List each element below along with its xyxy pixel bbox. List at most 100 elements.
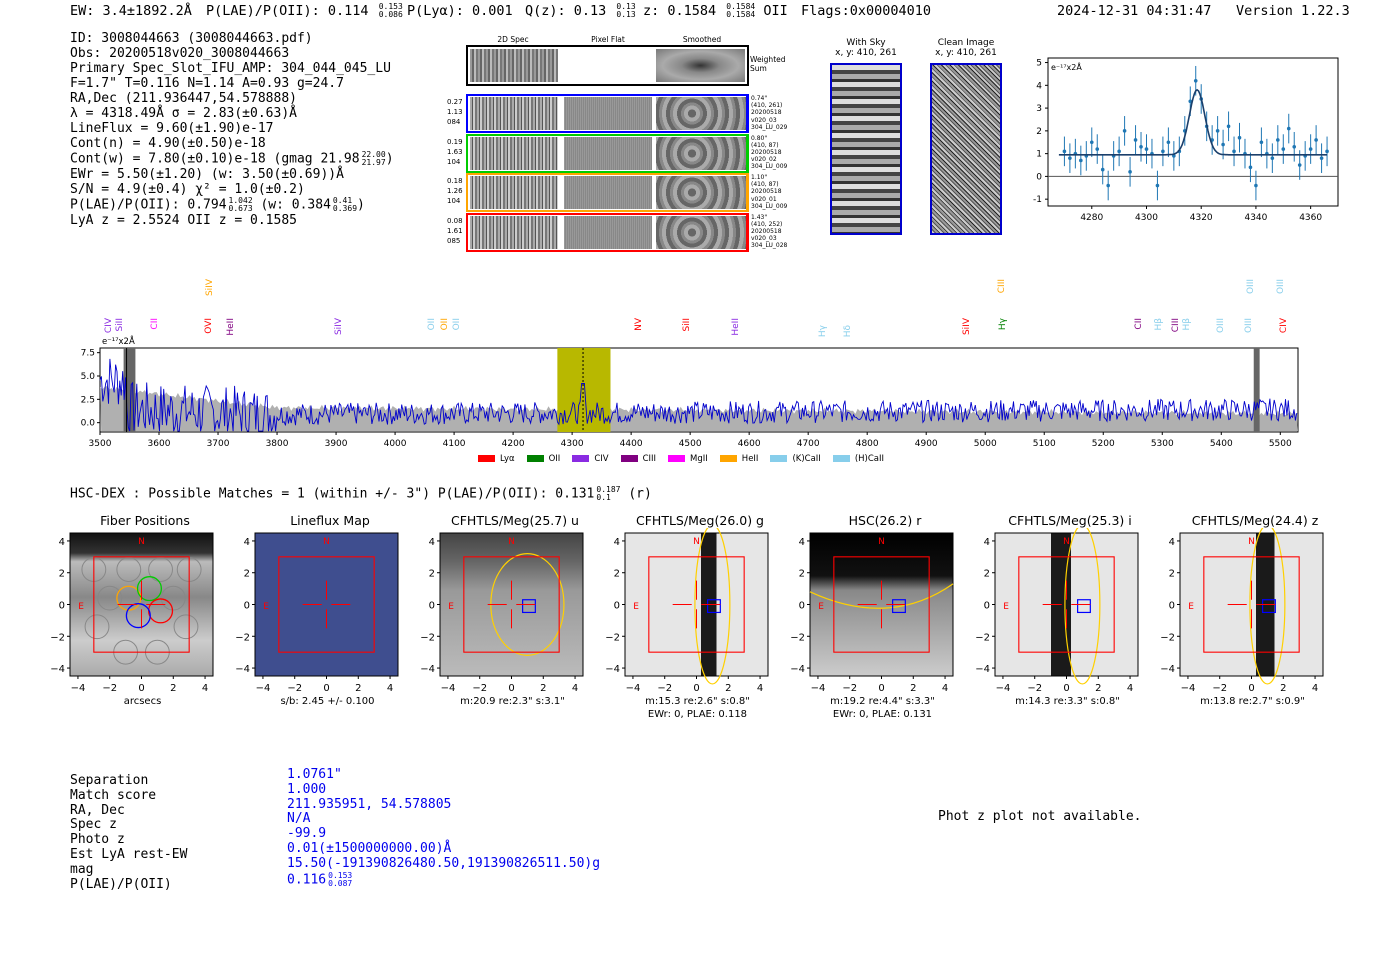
east-label: E <box>448 602 454 612</box>
spectrum-line-label: CIV <box>1279 318 1289 334</box>
sum-smoothed-image <box>656 49 745 82</box>
panel-ytick-label: −4 <box>975 664 990 675</box>
cutout-right-label: v020_03 <box>751 235 777 243</box>
cutout-left-label: 1.26 <box>447 187 463 195</box>
fiber-circle <box>173 614 199 640</box>
spectrum-line-label: OII <box>452 318 462 331</box>
cutout-color-bar <box>746 212 749 252</box>
panel-ytick-label: 0 <box>244 601 250 612</box>
info-lyaz: LyA z = 2.5524 OII z = 0.1585 <box>70 213 297 228</box>
zoom-ytick-label: 2 <box>1036 127 1042 137</box>
cutout-right-label: 304_LU_028 <box>751 242 788 250</box>
match-plae-lo: 0.087 <box>328 878 353 888</box>
cutout-pixelflat-image <box>564 97 652 130</box>
cutout-left-label: 104 <box>447 197 461 205</box>
spectrum-xtick-label: 5500 <box>1269 439 1292 449</box>
cutout-row <box>466 173 749 212</box>
zoom-xtick-label: 4340 <box>1244 213 1267 223</box>
spectrum-line-label: OII <box>440 318 450 331</box>
panel-xtick-label: 4 <box>202 683 208 694</box>
hsc-title-end: (r) <box>628 486 652 502</box>
legend-label: Lyα <box>500 453 515 464</box>
spectrum-line-label: NV <box>634 318 644 331</box>
legend-swatch <box>668 455 686 462</box>
spectrum-masked-band <box>123 348 136 432</box>
panel-ytick-label: 2 <box>984 569 990 580</box>
panel-xtick-label: −4 <box>441 683 456 694</box>
zoom-ytick-label: 5 <box>1036 59 1042 69</box>
panel-xtick-label: −2 <box>102 683 117 694</box>
aperture-box <box>463 556 560 653</box>
with-sky-image <box>830 63 902 235</box>
match-label: RA, Dec <box>70 802 125 818</box>
hsc-title-lo: 0.1 <box>596 493 611 502</box>
panel-xtick-label: 2 <box>1280 683 1286 694</box>
header-qz-label: Q(z): 0.13 <box>525 3 607 19</box>
cutout-left-label: 1.61 <box>447 226 463 235</box>
spectrum-masked-band <box>1253 348 1260 432</box>
spectrum-xtick-label: 4900 <box>915 439 938 449</box>
aperture-box <box>833 556 930 653</box>
legend-swatch <box>526 455 544 462</box>
spectrum-unit: e⁻¹⁷x2Å <box>102 337 135 347</box>
galaxy-ellipse <box>694 528 731 685</box>
panel-title: CFHTLS/Meg(25.7) u <box>451 513 579 528</box>
cutout-2dspec-image <box>470 215 558 249</box>
zoom-data-point <box>1144 147 1149 151</box>
header-plae-label: P(LAE)/P(OII): 0.114 <box>206 3 369 19</box>
panel-xtick-label: 0 <box>693 683 699 694</box>
hsc-title: HSC-DEX : Possible Matches = 1 (within +… <box>70 486 652 502</box>
zoom-data-point <box>1297 163 1302 167</box>
cutout-right-label: (410, 87) <box>751 141 779 149</box>
panel-xtick-label: 0 <box>508 683 514 694</box>
panel-ytick-label: −4 <box>50 664 65 675</box>
aperture-box <box>648 556 745 653</box>
zoom-data-point <box>1117 149 1121 154</box>
header-qz-lo: 0.13 <box>616 10 636 19</box>
panel-ytick-label: −2 <box>975 632 990 643</box>
aperture-box <box>1018 556 1115 653</box>
panel-xtick-label: −2 <box>472 683 487 694</box>
panel-title: CFHTLS/Meg(25.3) i <box>1008 513 1132 528</box>
panel-xtick-label: 0 <box>1063 683 1069 694</box>
match-marker <box>1262 599 1276 614</box>
cutout-pixelflat-image <box>564 215 652 249</box>
fiber-circle <box>97 585 123 611</box>
zoom-data-point <box>1226 124 1231 129</box>
zoom-plot-frame <box>1047 57 1339 207</box>
match-marker <box>522 599 536 614</box>
panel-ytick-label: −2 <box>605 632 620 643</box>
zoom-xtick-label: 4360 <box>1299 213 1322 223</box>
legend-label: (H)CaII <box>854 453 884 464</box>
panel-ytick-label: 4 <box>59 537 65 548</box>
cutout-right-label: 304_LU_009 <box>751 202 788 210</box>
info-contw-lo: 21.97 <box>361 158 386 167</box>
zoom-data-point <box>1188 99 1193 104</box>
panel-ytick-label: 0 <box>1169 601 1175 612</box>
panel-image <box>995 533 1138 676</box>
zoom-data-point <box>1133 138 1138 142</box>
north-label: N <box>693 537 700 547</box>
panel-xtick-label: −2 <box>842 683 857 694</box>
spectrum-xtick-label: 4700 <box>797 439 820 449</box>
sum-2dspec-image <box>470 49 558 82</box>
fiber-circle <box>160 585 186 611</box>
aperture-box <box>278 556 375 653</box>
info-plae-text: P(LAE)/P(OII): 0.794 <box>70 197 227 213</box>
panel-title: Fiber Positions <box>100 513 190 528</box>
panel-ytick-label: 0 <box>59 601 65 612</box>
legend-item: MgII <box>668 454 708 464</box>
spectrum-xtick-label: 5200 <box>1092 439 1115 449</box>
info-fit: F=1.7" T=0.116 N=1.14 A=0.93 g=24.7 <box>70 76 344 91</box>
panel-ytick-label: 4 <box>614 537 620 548</box>
panel-xtick-label: −2 <box>1212 683 1227 694</box>
zoom-data-point <box>1166 140 1171 145</box>
imaging-panel: N E 4 2 0 −2 −4 −4 −2 0 2 4 <box>790 532 954 694</box>
spectrum-line-label: HeII <box>226 318 236 336</box>
spectrum-xtick-label: 4400 <box>620 439 643 449</box>
legend-label: CIII <box>642 453 657 464</box>
panel-xtick-label: −4 <box>811 683 826 694</box>
zoom-data-point <box>1314 138 1318 142</box>
spectrum-line-label: CII <box>1134 318 1144 330</box>
